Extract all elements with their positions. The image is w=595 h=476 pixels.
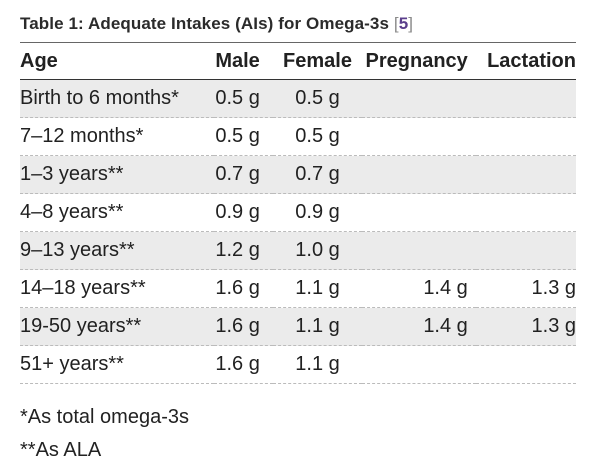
cell-female: 1.1 g xyxy=(273,307,362,346)
cell-pregnancy xyxy=(361,155,476,194)
cell-pregnancy xyxy=(361,193,476,232)
cell-female: 1.1 g xyxy=(273,345,362,384)
cell-age: 9–13 years** xyxy=(20,231,215,270)
table-row: 19-50 years** 1.6 g 1.1 g 1.4 g 1.3 g xyxy=(20,307,576,346)
reference-bracket-open: [ xyxy=(393,14,399,33)
header-male: Male xyxy=(214,44,274,80)
reference-bracket-close: ] xyxy=(408,14,414,33)
cell-lactation: 1.3 g xyxy=(475,307,576,346)
cell-age: 1–3 years** xyxy=(20,155,215,194)
cell-male: 0.5 g xyxy=(214,79,274,118)
cell-pregnancy xyxy=(361,231,476,270)
cell-lactation xyxy=(475,79,576,118)
cell-lactation xyxy=(475,345,576,384)
cell-lactation xyxy=(475,155,576,194)
header-female: Female xyxy=(273,44,362,80)
cell-male: 1.6 g xyxy=(214,269,274,308)
omega3-ai-table: Age Male Female Pregnancy Lactation Birt… xyxy=(20,44,576,384)
cell-lactation: 1.3 g xyxy=(475,269,576,308)
header-age: Age xyxy=(20,44,215,80)
table-row: 14–18 years** 1.6 g 1.1 g 1.4 g 1.3 g xyxy=(20,269,576,308)
footnotes: *As total omega-3s **As ALA xyxy=(20,404,189,470)
cell-male: 1.6 g xyxy=(214,307,274,346)
header-pregnancy: Pregnancy xyxy=(361,44,476,80)
table-row: 51+ years** 1.6 g 1.1 g xyxy=(20,345,576,384)
cell-age: 14–18 years** xyxy=(20,269,215,308)
cell-female: 0.7 g xyxy=(273,155,362,194)
table-caption: Table 1: Adequate Intakes (AIs) for Omeg… xyxy=(20,14,413,34)
cell-pregnancy: 1.4 g xyxy=(361,307,476,346)
cell-male: 1.6 g xyxy=(214,345,274,384)
table-header-row: Age Male Female Pregnancy Lactation xyxy=(20,44,576,80)
cell-age: 19-50 years** xyxy=(20,307,215,346)
table-row: Birth to 6 months* 0.5 g 0.5 g xyxy=(20,79,576,118)
cell-female: 1.0 g xyxy=(273,231,362,270)
cell-male: 0.7 g xyxy=(214,155,274,194)
cell-age: 7–12 months* xyxy=(20,117,215,156)
cell-lactation xyxy=(475,193,576,232)
cell-pregnancy xyxy=(361,79,476,118)
footnote-ala: **As ALA xyxy=(20,439,102,461)
cell-female: 0.5 g xyxy=(273,117,362,156)
cell-male: 1.2 g xyxy=(214,231,274,270)
header-lactation: Lactation xyxy=(475,44,576,80)
cell-female: 0.5 g xyxy=(273,79,362,118)
table-row: 7–12 months* 0.5 g 0.5 g xyxy=(20,117,576,156)
cell-female: 1.1 g xyxy=(273,269,362,308)
table-row: 1–3 years** 0.7 g 0.7 g xyxy=(20,155,576,194)
cell-male: 0.9 g xyxy=(214,193,274,232)
cell-lactation xyxy=(475,117,576,156)
cell-age: Birth to 6 months* xyxy=(20,79,215,118)
table-row: 9–13 years** 1.2 g 1.0 g xyxy=(20,231,576,270)
cell-age: 4–8 years** xyxy=(20,193,215,232)
table-row: 4–8 years** 0.9 g 0.9 g xyxy=(20,193,576,232)
cell-age: 51+ years** xyxy=(20,345,215,384)
cell-lactation xyxy=(475,231,576,270)
cell-pregnancy xyxy=(361,345,476,384)
caption-title: Table 1: Adequate Intakes (AIs) for Omeg… xyxy=(20,14,390,33)
reference-link[interactable]: 5 xyxy=(398,14,409,33)
cell-pregnancy xyxy=(361,117,476,156)
cell-pregnancy: 1.4 g xyxy=(361,269,476,308)
table-top-rule xyxy=(20,42,576,43)
cell-male: 0.5 g xyxy=(214,117,274,156)
footnote-total-omega3: *As total omega-3s xyxy=(20,406,189,428)
cell-female: 0.9 g xyxy=(273,193,362,232)
